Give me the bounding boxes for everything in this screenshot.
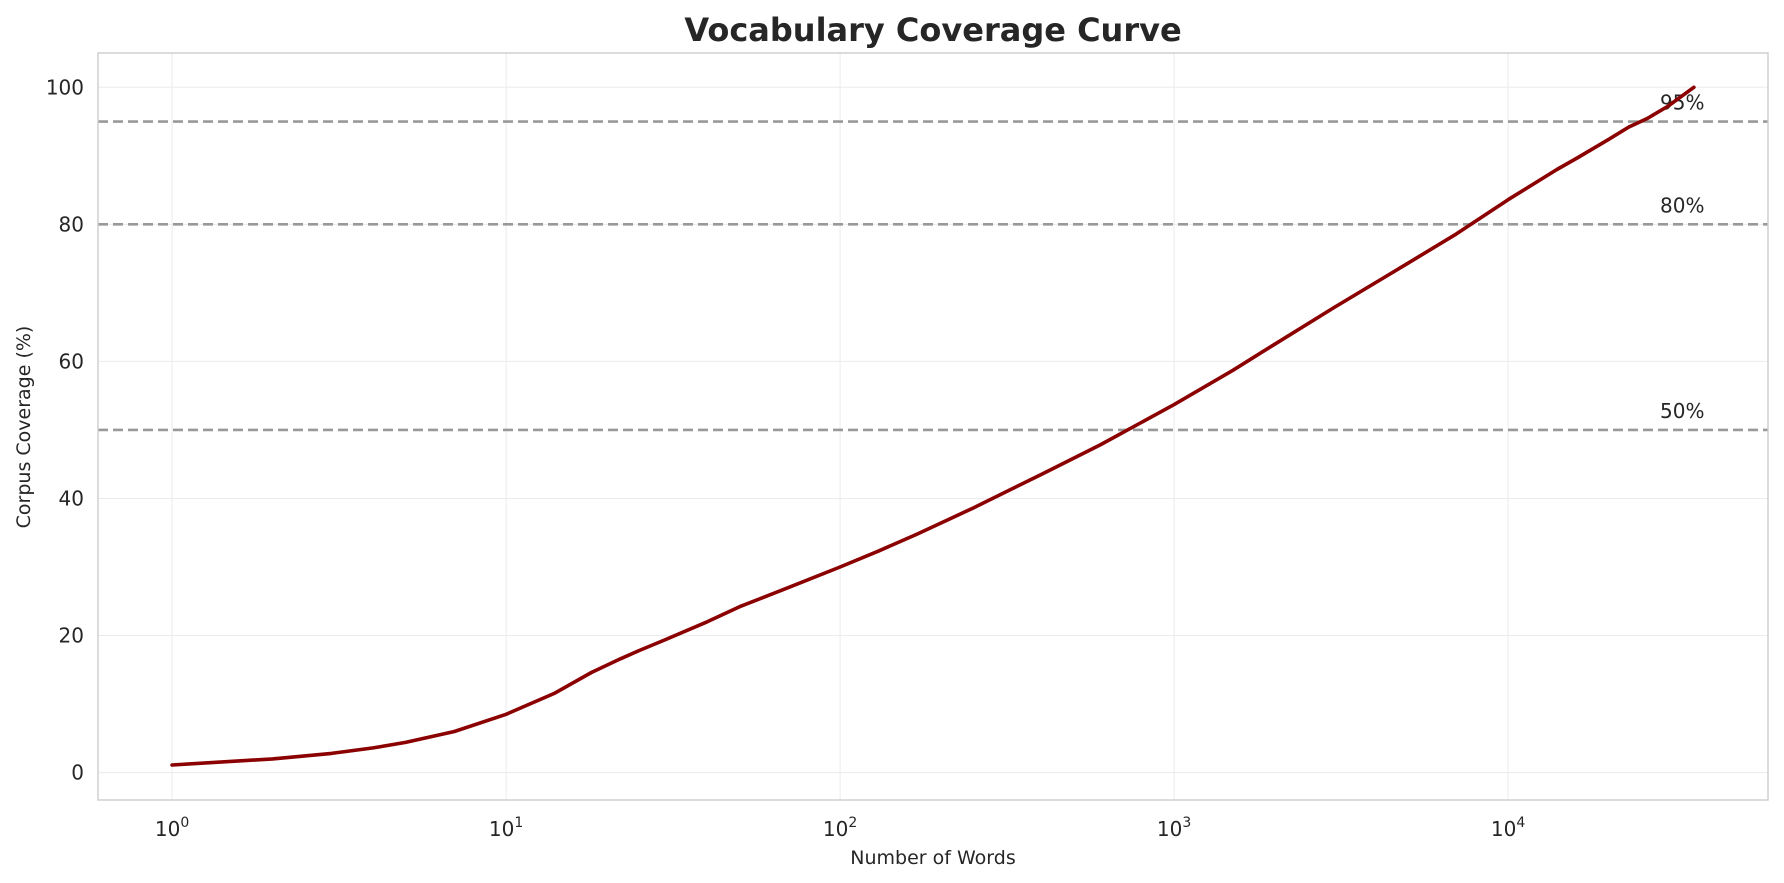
x-gridlines bbox=[171, 53, 1509, 800]
x-tick-label: 101 bbox=[489, 815, 523, 841]
y-axis-label: Corpus Coverage (%) bbox=[13, 326, 35, 529]
x-tick-exponent: 4 bbox=[1516, 815, 1525, 831]
x-tick-base: 10 bbox=[1491, 817, 1516, 841]
x-tick-label: 102 bbox=[823, 815, 857, 841]
x-tick-base: 10 bbox=[489, 817, 514, 841]
x-tick-base: 10 bbox=[1157, 817, 1182, 841]
y-tick-label: 0 bbox=[71, 761, 84, 785]
y-tick-label: 40 bbox=[59, 486, 84, 510]
x-tick-labels: 100 101 102 103 104 bbox=[155, 815, 1525, 841]
x-axis-label: Number of Words bbox=[850, 847, 1015, 869]
coverage-series-line bbox=[170, 85, 1696, 767]
series-group bbox=[170, 85, 1696, 767]
x-tick-exponent: 0 bbox=[180, 815, 189, 831]
y-tick-label: 100 bbox=[46, 75, 84, 99]
x-tick-exponent: 3 bbox=[1182, 815, 1191, 831]
x-tick-base: 10 bbox=[155, 817, 180, 841]
reference-labels: 50%80%95% bbox=[1660, 91, 1704, 423]
x-tick-label: 103 bbox=[1157, 815, 1191, 841]
plot-frame bbox=[97, 52, 1769, 801]
reference-label: 80% bbox=[1660, 193, 1704, 217]
y-tick-label: 60 bbox=[59, 349, 84, 373]
chart-title: Vocabulary Coverage Curve bbox=[684, 11, 1181, 49]
x-tick-label: 100 bbox=[155, 815, 189, 841]
x-tick-label: 104 bbox=[1491, 815, 1525, 841]
x-tick-base: 10 bbox=[823, 817, 848, 841]
reference-lines bbox=[98, 120, 1768, 432]
y-tick-label: 20 bbox=[59, 624, 84, 648]
x-tick-exponent: 2 bbox=[848, 815, 857, 831]
reference-label: 50% bbox=[1660, 399, 1704, 423]
y-tick-label: 80 bbox=[59, 212, 84, 236]
y-tick-labels: 0 20 40 60 80 100 bbox=[46, 75, 84, 784]
x-tick-exponent: 1 bbox=[514, 815, 523, 831]
